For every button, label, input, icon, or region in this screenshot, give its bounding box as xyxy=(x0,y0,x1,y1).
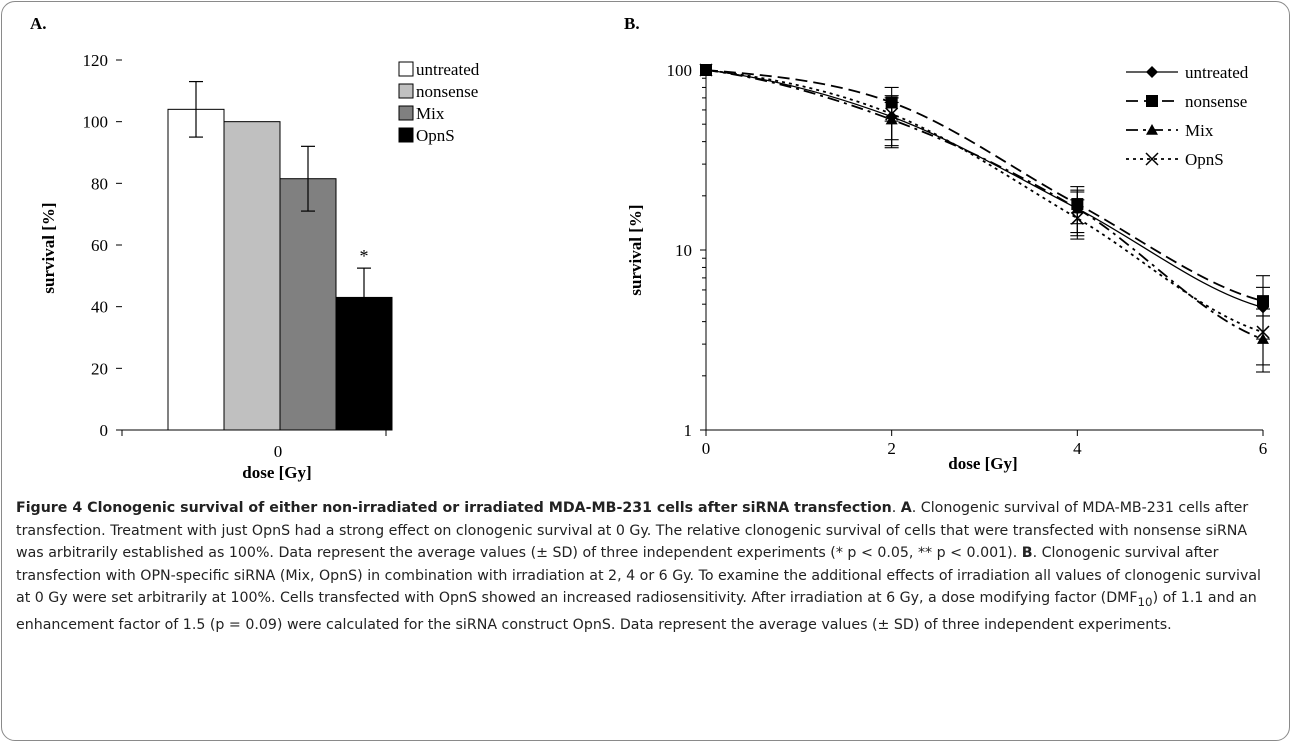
y-tick-label: 1 xyxy=(684,421,693,440)
data-point-nonsense xyxy=(1257,295,1269,308)
legend-swatch-Mix xyxy=(398,105,414,121)
legend-label-nonsense: nonsense xyxy=(416,82,478,101)
legend-label-untreated: untreated xyxy=(1185,63,1249,82)
y-tick-label: 0 xyxy=(100,421,109,440)
data-point-OpnS xyxy=(1256,325,1270,339)
bar-Mix xyxy=(279,178,337,431)
x-tick-label: 6 xyxy=(1259,439,1268,458)
caption-panel-b-text: . Clonogenic survival after transfection… xyxy=(16,545,1261,607)
y-tick-label: 60 xyxy=(91,236,108,255)
series-line-nonsense xyxy=(705,69,1264,302)
caption-dmf-subscript: 10 xyxy=(1137,595,1153,610)
caption-panel-b-text-end: ) of 1.1 and an enhancement factor of 1.… xyxy=(16,590,1257,633)
legend-label-Mix: Mix xyxy=(1185,121,1214,140)
line-chart-panel-b: 1 10 100 0 2 4 6 untreated nonsense Mix OpnS surv… xyxy=(626,61,1270,473)
panel-a-label: A. xyxy=(30,14,47,33)
x-axis-label: dose [Gy] xyxy=(242,463,311,482)
legend-swatch-untreated xyxy=(398,61,414,77)
bar-chart-panel-a: 0 20 40 60 80 100 120 0 * untreated nonsense Mix O… xyxy=(39,51,480,482)
data-point-OpnS xyxy=(885,107,899,121)
x-tick-label: 0 xyxy=(274,442,283,461)
caption-panel-b-label: B xyxy=(1021,545,1033,562)
y-tick-label: 10 xyxy=(675,241,692,260)
legend-marker-nonsense xyxy=(1146,95,1158,107)
legend-swatch-nonsense xyxy=(398,83,414,99)
legend-label-OpnS: OpnS xyxy=(1185,150,1224,169)
legend-marker-untreated xyxy=(1146,66,1158,78)
x-axis-label: dose [Gy] xyxy=(948,454,1017,473)
panel-b-label: B. xyxy=(624,14,640,33)
y-tick-label: 40 xyxy=(91,298,108,317)
x-tick-label: 4 xyxy=(1073,439,1082,458)
x-tick-label: 2 xyxy=(887,439,896,458)
series-line-Mix xyxy=(705,69,1264,340)
data-point-OpnS xyxy=(1070,211,1084,225)
y-tick-label: 80 xyxy=(91,174,108,193)
legend-label-Mix: Mix xyxy=(416,104,445,123)
data-point-OpnS xyxy=(699,63,713,77)
y-tick-label: 20 xyxy=(91,359,108,378)
x-tick-label: 0 xyxy=(702,439,711,458)
caption-panel-a-text: . Clonogenic survival of MDA-MB-231 cell… xyxy=(16,500,1249,562)
legend-label-OpnS: OpnS xyxy=(416,126,455,145)
caption-separator: . xyxy=(891,500,901,516)
caption-panel-a-label: A xyxy=(900,500,912,516)
caption-title: Figure 4 Clonogenic survival of either n… xyxy=(16,500,892,516)
legend-marker-OpnS xyxy=(1145,152,1159,166)
legend-label-nonsense: nonsense xyxy=(1185,92,1247,111)
y-axis-label: survival [%] xyxy=(626,204,645,295)
y-tick-label: 100 xyxy=(83,113,109,132)
legend-marker-Mix xyxy=(1146,124,1158,135)
legend-label-untreated: untreated xyxy=(416,60,480,79)
significance-marker: * xyxy=(360,246,369,266)
y-axis-label: survival [%] xyxy=(39,202,58,293)
series-line-OpnS xyxy=(705,69,1264,333)
series-line-untreated xyxy=(705,69,1264,309)
figure-caption: Figure 4 Clonogenic survival of either n… xyxy=(16,497,1278,636)
y-tick-label: 100 xyxy=(667,61,693,80)
bar-nonsense xyxy=(223,121,281,431)
legend-swatch-OpnS xyxy=(398,127,414,143)
bar-untreated xyxy=(167,108,225,431)
y-tick-label: 120 xyxy=(83,51,109,70)
